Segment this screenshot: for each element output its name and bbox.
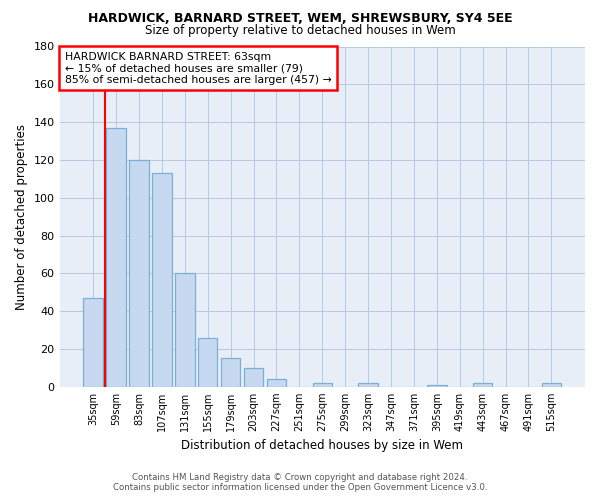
Bar	[313, 383, 332, 387]
Bar	[244, 368, 263, 387]
Text: Contains HM Land Registry data © Crown copyright and database right 2024.
Contai: Contains HM Land Registry data © Crown c…	[113, 473, 487, 492]
Text: HARDWICK, BARNARD STREET, WEM, SHREWSBURY, SY4 5EE: HARDWICK, BARNARD STREET, WEM, SHREWSBUR…	[88, 12, 512, 26]
Bar	[427, 385, 446, 387]
Bar	[152, 173, 172, 387]
Bar	[106, 128, 126, 387]
Bar	[358, 383, 378, 387]
Bar	[542, 383, 561, 387]
X-axis label: Distribution of detached houses by size in Wem: Distribution of detached houses by size …	[181, 440, 463, 452]
Bar	[129, 160, 149, 387]
Bar	[198, 338, 217, 387]
Bar	[267, 379, 286, 387]
Bar	[221, 358, 241, 387]
Bar	[83, 298, 103, 387]
Text: Size of property relative to detached houses in Wem: Size of property relative to detached ho…	[145, 24, 455, 37]
Text: HARDWICK BARNARD STREET: 63sqm
← 15% of detached houses are smaller (79)
85% of : HARDWICK BARNARD STREET: 63sqm ← 15% of …	[65, 52, 332, 85]
Bar	[175, 274, 194, 387]
Y-axis label: Number of detached properties: Number of detached properties	[15, 124, 28, 310]
Bar	[473, 383, 493, 387]
